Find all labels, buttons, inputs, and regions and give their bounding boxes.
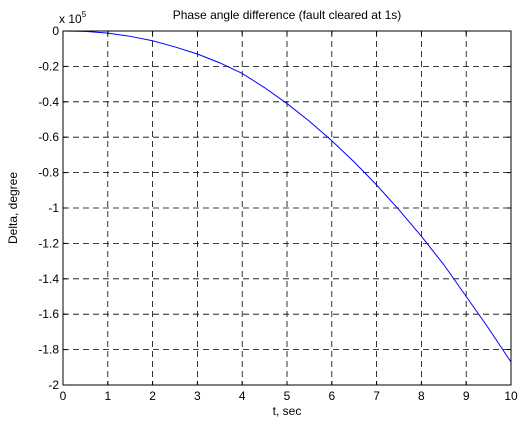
y-tick-label: -0.2 [38,59,59,73]
y-tick-label: -0.6 [38,130,59,144]
y-tick-label: -1.8 [38,343,59,357]
y-tick-label: -0.4 [38,95,59,109]
x-tick-label: 10 [504,389,518,403]
x-tick-label: 3 [194,389,201,403]
x-tick-label: 9 [463,389,470,403]
y-tick-label: -0.8 [38,166,59,180]
x-tick-label: 5 [284,389,291,403]
y-tick-label: -1 [48,201,59,215]
series-line [62,30,512,363]
x-tick-label: 2 [149,389,156,403]
y-tick-label: 0 [52,24,59,38]
chart-title: Phase angle difference (fault cleared at… [173,8,402,22]
x-tick-label: 8 [418,389,425,403]
y-tick-label: -1.4 [38,272,59,286]
x-axis-label: t, sec [273,404,302,418]
ticks-layer: 0 1 2 3 4 5 6 7 8 9 10 0 -0.2 -0.4 -0.6 -0.8 -1 -1.2 -1.4 -… [38,24,518,403]
y-exponent-base: x 10 [59,12,82,26]
x-tick-label: 1 [104,389,111,403]
x-tick-label: 4 [239,389,246,403]
y-exponent-power: 5 [82,10,87,19]
x-tick-label: 0 [60,389,67,403]
y-axis-label: Delta, degree [6,172,20,244]
y-tick-label: -1.2 [38,236,59,250]
y-tick-label: -2 [48,378,59,392]
y-tick-label: -1.6 [38,307,59,321]
x-tick-label: 7 [373,389,380,403]
y-exponent-label: x 105 [59,10,87,26]
series-layer [62,30,512,363]
x-tick-label: 6 [328,389,335,403]
grid-layer [63,31,511,385]
